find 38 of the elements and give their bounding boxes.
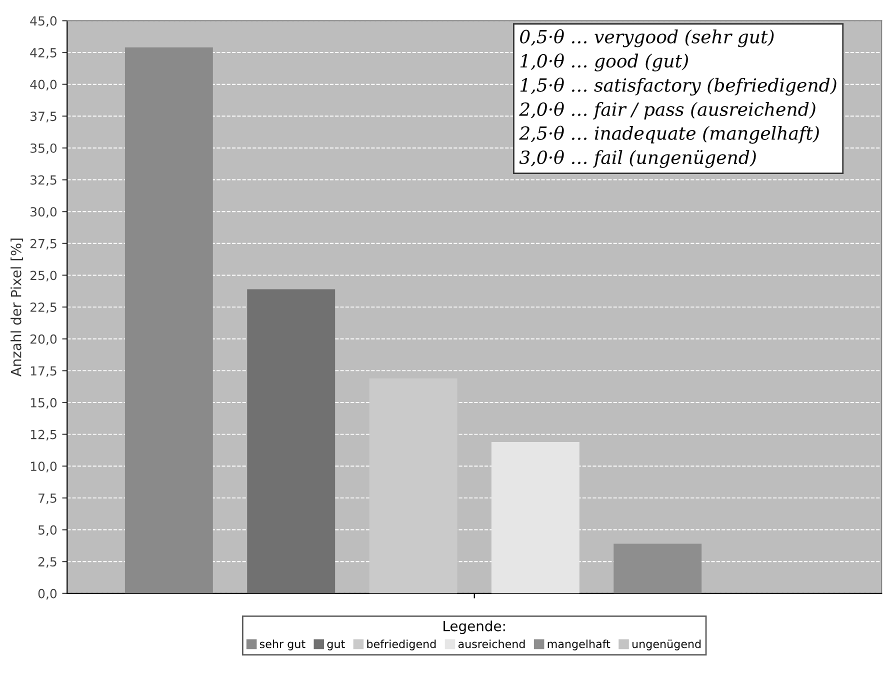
bar <box>491 442 580 594</box>
y-tick-label: 5,0 <box>38 525 57 536</box>
legend-title: Legende: <box>444 620 505 634</box>
y-tick-label: 20,0 <box>30 334 57 346</box>
bar <box>247 289 336 594</box>
legend-label: ungenügend <box>632 640 701 650</box>
y-tick-label: 10,0 <box>30 462 57 472</box>
annotation: 0,5·θ … verygood (sehr gut) <box>520 29 774 48</box>
annotation: 3,0·θ … fail (ungenügend) <box>519 150 756 168</box>
y-tick-label: 2,5 <box>38 557 56 568</box>
y-axis-title: Anzahl der Pixel [%] <box>10 238 23 377</box>
y-tick-label: 7,5 <box>38 494 56 504</box>
y-tick-label: 12,5 <box>30 430 56 441</box>
legend-label: ausreichend <box>458 640 525 648</box>
y-tick-label: 32,5 <box>30 175 56 186</box>
annotation: 2,0·θ … fair / pass (ausreichend) <box>519 102 816 120</box>
bar <box>124 47 213 594</box>
y-tick-label: 45,0 <box>30 16 57 27</box>
annotation: 1,5·θ … satisfactory (befriedigend) <box>520 78 836 96</box>
legend-label: sehr gut <box>260 640 306 650</box>
bar <box>614 544 702 594</box>
y-tick-label: 27,5 <box>30 238 56 250</box>
y-tick-label: 30,0 <box>30 207 57 218</box>
y-tick-label: 40,0 <box>30 80 57 91</box>
annotation: 1,0·θ … good (gut) <box>520 53 688 72</box>
y-tick-label: 0,0 <box>38 588 57 600</box>
annotation: 2,5·θ … inadequate (mangelhaft) <box>519 126 819 144</box>
y-tick-label: 25,0 <box>30 270 57 282</box>
legend-label: gut <box>327 640 345 650</box>
y-tick-label: 35,0 <box>30 143 57 154</box>
y-tick-label: 17,5 <box>30 366 56 377</box>
y-tick-label: 15,0 <box>30 398 57 409</box>
legend-label: befriedigend <box>367 640 436 650</box>
y-tick-label: 37,5 <box>30 112 56 122</box>
y-tick-label: 42,5 <box>30 48 56 59</box>
legend-label: mangelhaft <box>548 640 610 650</box>
bar <box>369 378 458 594</box>
y-tick-label: 22,5 <box>30 302 56 314</box>
